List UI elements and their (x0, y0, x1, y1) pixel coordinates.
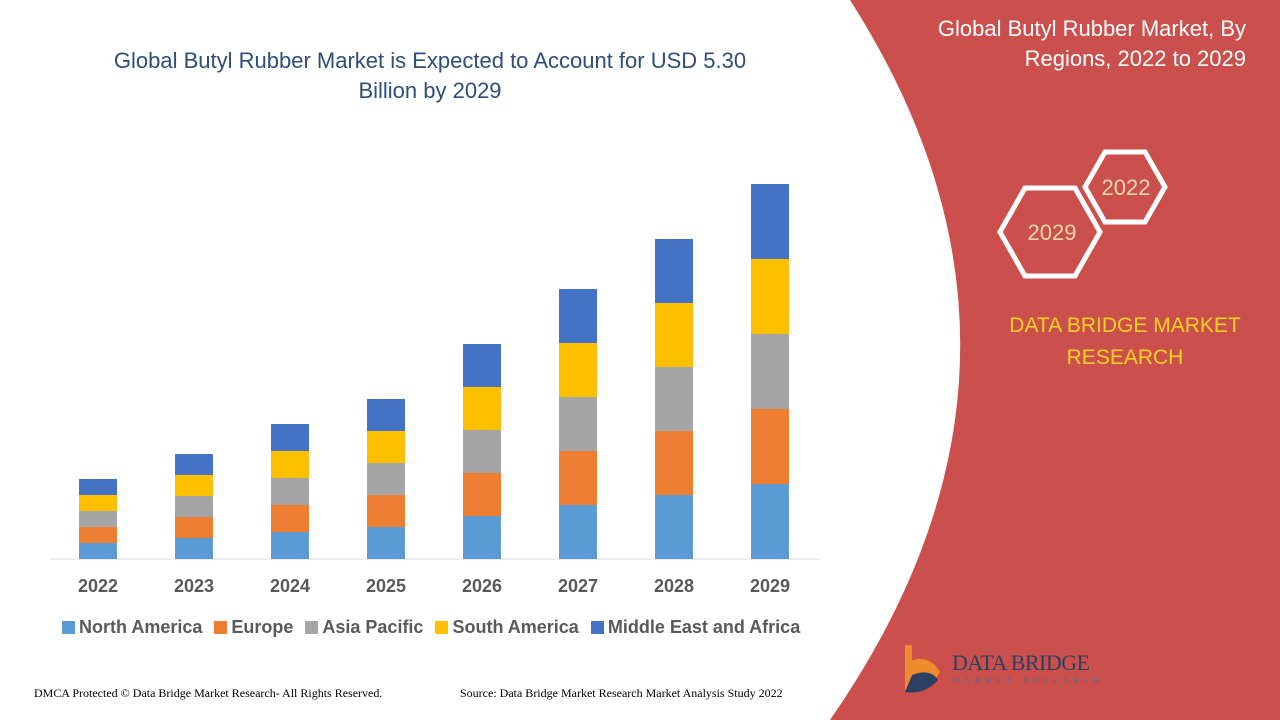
bar-segment (655, 303, 693, 367)
hexagon (1082, 149, 1168, 225)
chart-title: Global Butyl Rubber Market is Expected t… (113, 48, 747, 103)
bar-segment (175, 496, 213, 517)
bar-segment (367, 431, 405, 463)
bar-segment (271, 424, 309, 451)
bar-segment (559, 289, 597, 343)
bar-segment (655, 239, 693, 303)
bar-segment (175, 538, 213, 559)
bar-segment (367, 495, 405, 527)
legend-item: South America (435, 617, 579, 638)
brand: DATA BRIDGE MARKET RESEARCH (1009, 314, 1241, 369)
bar-segment (463, 516, 501, 559)
x-tick-label: 2026 (462, 576, 502, 596)
bar-segment (463, 473, 501, 516)
legend-label: Middle East and Africa (607, 617, 801, 637)
x-tick-label: 2024 (270, 576, 310, 596)
bar-segment (175, 517, 213, 538)
logo-mark (905, 672, 938, 693)
bar-segment (463, 387, 501, 430)
x-tick-label: 2022 (78, 576, 118, 596)
x-tick-label: 2025 (366, 576, 406, 596)
bar-segment (79, 511, 117, 527)
hex-label: 2022 (1102, 175, 1151, 200)
bar-segment (367, 527, 405, 559)
copyright: DMCA Protected © Data Bridge Market Rese… (34, 686, 383, 700)
legend-swatch (435, 621, 449, 634)
hex-label: 2029 (1028, 220, 1077, 245)
bar-segment (367, 399, 405, 431)
legend-swatch (305, 621, 319, 634)
bar-segment (655, 495, 693, 559)
bar-segment (559, 397, 597, 451)
bar-segment (751, 409, 789, 484)
bar-segment (79, 495, 117, 511)
bar-segment (79, 479, 117, 495)
x-tick-label: 2023 (174, 576, 214, 596)
bar-segment (271, 451, 309, 478)
legend: North America Europe Asia Pacific South Ame… (62, 617, 800, 638)
legend-item: Middle East and Africa (590, 617, 801, 638)
legend-item: North America (62, 617, 202, 638)
side-panel (830, 0, 1280, 720)
bar-segment (655, 367, 693, 431)
x-tick-label: 2029 (750, 576, 790, 596)
bar-segment (751, 484, 789, 559)
logo: DATA BRIDGE MARKET RESEARCH (952, 650, 1104, 685)
legend-swatch (214, 621, 228, 634)
bar-segment (463, 430, 501, 473)
bar-segment (367, 463, 405, 495)
bar-segment (463, 344, 501, 387)
source: Source: Data Bridge Market Research Mark… (460, 686, 783, 700)
legend-item: Asia Pacific (305, 617, 423, 638)
legend-label: Europe (231, 617, 294, 637)
bar-segment (559, 343, 597, 397)
x-tick-label: 2027 (558, 576, 598, 596)
bar-segment (175, 454, 213, 475)
x-tick-label: 2028 (654, 576, 694, 596)
bar-segment (271, 505, 309, 532)
bar-segment (559, 505, 597, 559)
bar-segment (175, 475, 213, 496)
legend-swatch (590, 621, 604, 634)
legend-label: South America (452, 617, 579, 637)
logo-name: DATA BRIDGE (952, 650, 1090, 675)
bar-segment (655, 431, 693, 495)
bar-segment (559, 451, 597, 505)
bar-segment (271, 532, 309, 559)
bar-segment (751, 259, 789, 334)
legend-swatch (62, 621, 75, 634)
legend-item: Europe (214, 617, 293, 638)
bar-segment (79, 527, 117, 543)
bar-segment (751, 184, 789, 259)
bar-segment (751, 334, 789, 409)
bar-segment (271, 478, 309, 505)
logo-tagline: MARKET RESEARCH (952, 676, 1105, 685)
legend-label: North America (79, 617, 203, 637)
bar-segment (79, 543, 117, 559)
hexagon (997, 185, 1103, 279)
panel-title: Global Butyl Rubber Market, By Regions, … (937, 16, 1246, 71)
legend-label: Asia Pacific (322, 617, 424, 637)
